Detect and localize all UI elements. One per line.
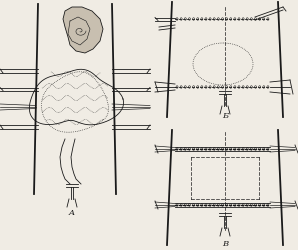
Polygon shape <box>63 8 103 54</box>
Text: Б: Б <box>222 112 228 120</box>
Text: A: A <box>69 208 75 216</box>
Text: В: В <box>222 239 228 247</box>
